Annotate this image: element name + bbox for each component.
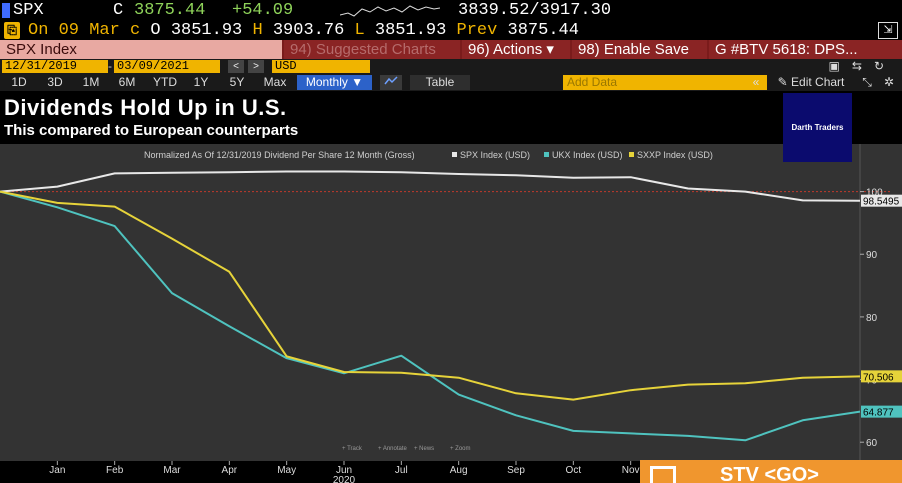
ticker-field[interactable]: SPX Index xyxy=(0,40,282,59)
legend-entry: SXXP Index (USD) xyxy=(637,150,713,160)
chart-header: Dividends Hold Up in U.S. This compared … xyxy=(0,91,902,144)
last-value-label: 64.877 xyxy=(863,408,894,419)
series-line-2 xyxy=(0,190,861,401)
x-year-label: 2020 xyxy=(333,475,356,483)
date-range-row: 12/31/2019 - 03/09/2021 < > USD ▣⇆↻ xyxy=(0,59,902,74)
last-value-box xyxy=(861,194,902,207)
legend-entry: SPX Index (USD) xyxy=(460,150,530,160)
ohlc-date: On 09 Mar c xyxy=(28,21,141,40)
high-value: 3903.76 xyxy=(272,21,345,40)
net-change: +54.09 xyxy=(232,1,294,20)
x-tick-label: May xyxy=(277,465,296,476)
chart-tool-zoom: + Zoom xyxy=(450,446,471,452)
date-separator: - xyxy=(108,59,112,73)
prev-period-icon[interactable]: < xyxy=(228,60,244,73)
page-subtitle: This compared to European counterparts xyxy=(4,122,299,139)
quote-symbol[interactable]: SPX xyxy=(13,1,44,20)
function-bar: SPX Index 94) Suggested Charts 96) Actio… xyxy=(0,40,902,59)
watermark-badge: Darth Traders xyxy=(783,93,852,162)
chart-tool-track: + Track xyxy=(342,446,363,452)
stv-text: STV <GO> xyxy=(720,464,819,483)
page-title: Dividends Hold Up in U.S. xyxy=(4,95,287,120)
currency-select[interactable]: USD xyxy=(272,60,370,73)
period-button-1d[interactable]: 1D xyxy=(11,75,27,89)
enable-save-button[interactable]: 98) Enable Save xyxy=(572,40,707,59)
end-date-input[interactable]: 03/09/2021 xyxy=(114,60,220,73)
period-button-max[interactable]: Max xyxy=(263,75,287,89)
x-tick-label: Jun xyxy=(336,465,352,476)
open-value: 3851.93 xyxy=(170,21,243,40)
add-data-input[interactable]: Add Data xyxy=(563,75,767,90)
lock-icon[interactable]: ⎘ xyxy=(4,22,20,39)
y-tick-label: 100 xyxy=(866,188,883,199)
collapse-icon[interactable]: « xyxy=(752,75,760,89)
period-button-5y[interactable]: 5Y xyxy=(229,75,245,89)
x-tick-label: Nov xyxy=(622,465,640,476)
legend-text: Normalized As Of 12/31/2019 Dividend Per… xyxy=(144,150,415,160)
news-ticker[interactable]: G #BTV 5618: DPS... xyxy=(709,40,902,59)
frequency-select[interactable]: Monthly ▼ xyxy=(297,75,372,90)
series-line-1 xyxy=(0,190,861,442)
y-tick-label: 80 xyxy=(866,313,878,324)
series-line-0 xyxy=(0,170,861,202)
period-button-1y[interactable]: 1Y xyxy=(193,75,209,89)
chart-tool-news: + News xyxy=(414,446,434,452)
x-tick-label: Sep xyxy=(507,465,525,476)
popout-icon[interactable]: ⇲ xyxy=(878,22,898,39)
ohlc-row: ⎘ On 09 Mar c O 3851.93 H 3903.76 L 3851… xyxy=(0,21,902,40)
stv-logo-icon xyxy=(650,466,676,483)
x-tick-label: Oct xyxy=(566,465,582,476)
period-button-3d[interactable]: 3D xyxy=(47,75,63,89)
next-period-icon[interactable]: > xyxy=(248,60,264,73)
line-chart[interactable]: 60708090100JanFebMarAprMayJunJulAugSepOc… xyxy=(0,144,902,483)
security-flag xyxy=(2,3,10,18)
period-button-ytd[interactable]: YTD xyxy=(153,75,177,89)
open-label: O xyxy=(150,21,161,40)
sparkline-icon xyxy=(340,5,440,17)
last-value-box xyxy=(861,370,902,383)
last-value-label: 98.5495 xyxy=(863,197,900,208)
x-tick-label: Feb xyxy=(106,465,124,476)
prev-value: 3875.44 xyxy=(507,21,579,40)
stv-banner: STV <GO> xyxy=(640,460,902,483)
quote-row: SPX C 3875.44 +54.09 3839.52/3917.30 xyxy=(0,0,902,21)
chart-tool-annotate: + Annotate xyxy=(378,446,408,452)
suggested-charts-button[interactable]: 94) Suggested Charts xyxy=(284,40,460,59)
x-tick-label: Aug xyxy=(450,465,468,476)
prev-label: Prev xyxy=(456,21,498,40)
chart-type-icon[interactable] xyxy=(380,75,402,90)
last-price: 3875.44 xyxy=(134,1,206,20)
low-value: 3851.93 xyxy=(374,21,447,40)
legend-swatch xyxy=(629,152,634,157)
gear-icon[interactable]: ✲ xyxy=(883,75,895,89)
period-button-6m[interactable]: 6M xyxy=(118,75,136,89)
low-label: L xyxy=(354,21,365,40)
day-range: 3839.52/3917.30 xyxy=(458,1,612,20)
toolbar: 1D 3D 1M 6M YTD 1Y 5Y Max Monthly ▼ Table Add D… xyxy=(0,74,902,91)
chart-area[interactable]: 60708090100JanFebMarAprMayJunJulAugSepOc… xyxy=(0,144,902,483)
actions-menu[interactable]: 96) Actions ▾ xyxy=(462,40,570,59)
high-label: H xyxy=(252,21,263,40)
start-date-input[interactable]: 12/31/2019 xyxy=(2,60,108,73)
x-tick-label: Apr xyxy=(222,465,238,476)
last-value-label: 70.506 xyxy=(863,372,894,383)
legend-swatch xyxy=(544,152,549,157)
x-tick-label: Jan xyxy=(49,465,65,476)
close-label: C xyxy=(113,1,124,20)
legend-entry: UKX Index (USD) xyxy=(552,150,623,160)
zoom-icon[interactable]: ⤡ xyxy=(862,75,872,89)
y-tick-label: 90 xyxy=(866,250,878,261)
period-button-1m[interactable]: 1M xyxy=(82,75,100,89)
ohlc-values: On 09 Mar c O 3851.93 H 3903.76 L 3851.9… xyxy=(28,21,579,40)
x-tick-label: Jul xyxy=(395,465,408,476)
edit-chart-button[interactable]: ✎ Edit Chart xyxy=(777,75,845,89)
x-tick-label: Mar xyxy=(163,465,181,476)
table-button[interactable]: Table xyxy=(410,75,470,90)
last-value-box xyxy=(861,405,902,418)
window-controls[interactable]: ▣⇆↻ xyxy=(828,59,896,73)
legend-swatch xyxy=(452,152,457,157)
y-tick-label: 60 xyxy=(866,438,878,449)
